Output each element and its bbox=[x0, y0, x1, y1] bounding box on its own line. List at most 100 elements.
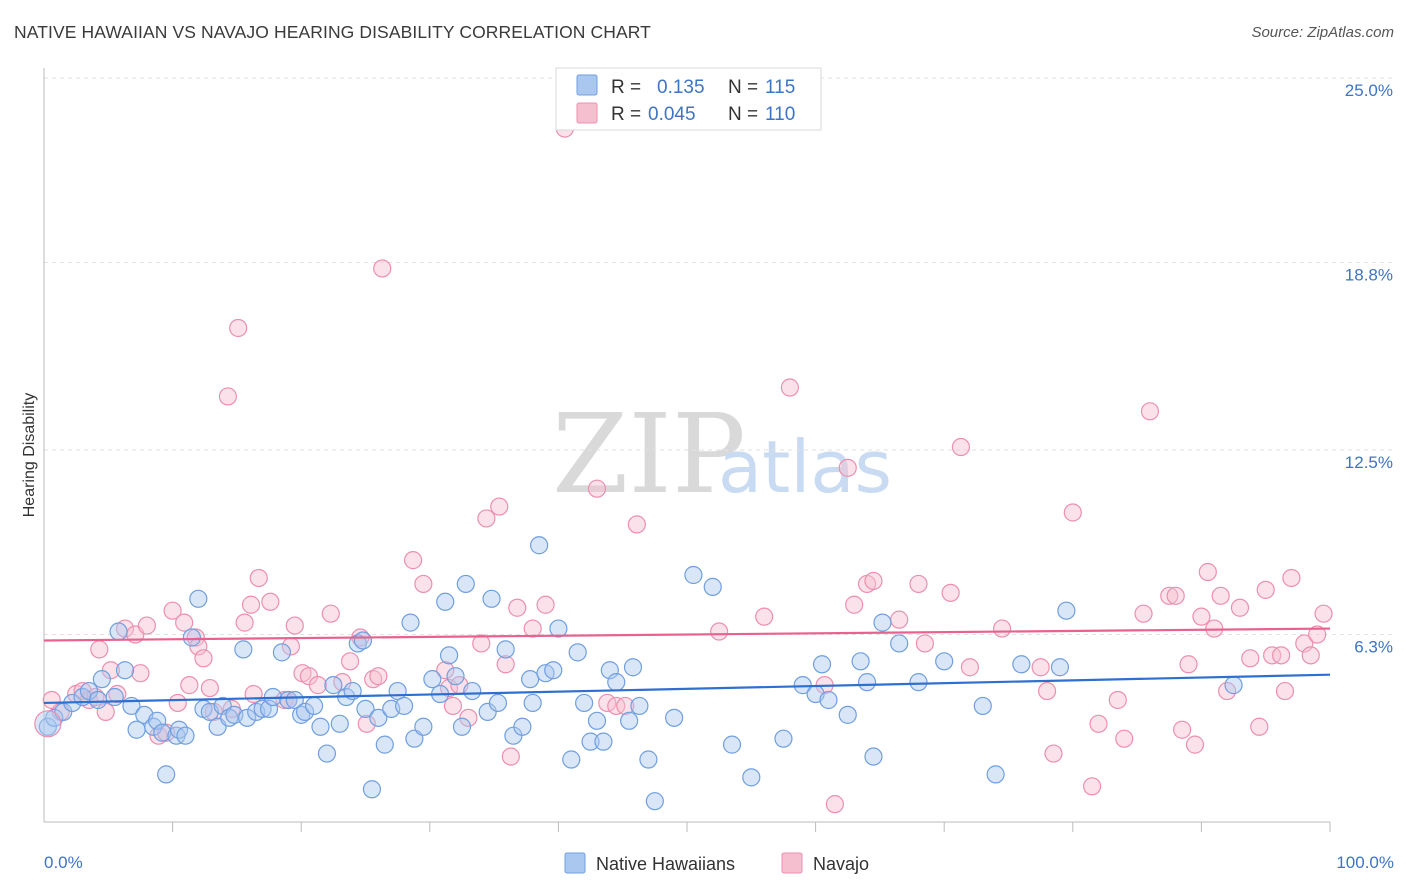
native-hawaiians-point bbox=[109, 622, 128, 641]
native-hawaiians-point bbox=[92, 670, 111, 689]
navajo-point bbox=[845, 595, 864, 614]
native-hawaiians-point bbox=[568, 643, 587, 662]
navajo-point bbox=[443, 696, 463, 716]
navajo-point bbox=[1185, 735, 1205, 754]
navajo-point bbox=[163, 601, 182, 620]
navajo-point bbox=[1230, 598, 1250, 617]
navajo-point bbox=[189, 637, 208, 656]
native-hawaiians-point bbox=[742, 768, 761, 787]
x-tick-label-min: 0.0% bbox=[44, 853, 83, 872]
navajo-point bbox=[168, 693, 187, 713]
native-hawaiians-point bbox=[838, 705, 857, 724]
legend-n-value-1: 115 bbox=[765, 77, 795, 98]
series-legend-swatch-pink bbox=[781, 852, 803, 874]
navajo-point bbox=[627, 515, 646, 534]
native-hawaiians-point bbox=[521, 670, 540, 689]
navajo-point bbox=[523, 619, 542, 638]
navajo-point bbox=[137, 616, 156, 635]
navajo-point bbox=[275, 690, 294, 710]
native-hawaiians-point bbox=[324, 676, 343, 695]
navajo-point bbox=[755, 607, 774, 626]
navajo-point bbox=[364, 670, 383, 689]
navajo-point bbox=[373, 259, 392, 278]
native-hawaiians-point bbox=[607, 673, 626, 692]
x-ticks bbox=[172, 822, 1331, 832]
native-hawaiians-point bbox=[330, 714, 349, 733]
navajo-point bbox=[951, 437, 971, 457]
native-hawaiians-point bbox=[488, 693, 508, 713]
native-hawaiians-point bbox=[115, 661, 135, 680]
series-legend: Native Hawaiians Navajo bbox=[564, 852, 869, 874]
legend-r-value-2: 0.045 bbox=[648, 104, 696, 125]
navajo-point bbox=[321, 604, 340, 623]
navajo-point bbox=[1173, 720, 1192, 739]
native-hawaiians-point bbox=[45, 708, 64, 727]
native-hawaiians-points bbox=[34, 536, 1243, 811]
navajo-point bbox=[1115, 729, 1134, 748]
legend-r-label-1: R = bbox=[611, 77, 641, 98]
navajo-point bbox=[496, 655, 515, 674]
native-hawaiians-point bbox=[423, 670, 442, 689]
navajo-point bbox=[244, 684, 263, 704]
navajo-point bbox=[780, 378, 799, 397]
native-hawaiians-point bbox=[513, 717, 532, 736]
stats-legend-box bbox=[555, 67, 822, 131]
navajo-point bbox=[340, 652, 360, 671]
grid bbox=[44, 77, 1392, 636]
y-tick-labels: 6.3% 12.5% 18.8% 25.0% bbox=[1345, 81, 1393, 657]
navajo-point bbox=[175, 613, 194, 632]
navajo-point bbox=[369, 667, 388, 686]
native-hawaiians-point bbox=[623, 658, 643, 677]
navajo-point bbox=[90, 640, 109, 659]
native-hawaiians-point bbox=[234, 640, 253, 659]
native-hawaiians-point bbox=[414, 717, 433, 736]
navajo-point bbox=[285, 616, 304, 635]
native-hawaiians-point bbox=[530, 536, 549, 555]
navajo-point bbox=[1179, 655, 1198, 674]
native-hawaiians-point bbox=[549, 619, 568, 638]
native-hawaiians-point bbox=[544, 661, 563, 680]
navajo-point bbox=[308, 676, 328, 695]
y-tick-label: 18.8% bbox=[1345, 266, 1393, 285]
navajo-point bbox=[1192, 607, 1211, 626]
native-hawaiians-point bbox=[38, 717, 57, 736]
native-hawaiians-point bbox=[478, 702, 497, 721]
navajo-point bbox=[261, 592, 280, 611]
trend-lines bbox=[43, 627, 1331, 705]
navajo-trend-line bbox=[43, 627, 1331, 642]
series-legend-label-2: Navajo bbox=[813, 854, 869, 874]
origin-cluster-point bbox=[34, 710, 62, 738]
native-hawaiians-point bbox=[496, 640, 515, 659]
native-hawaiians-point bbox=[774, 729, 793, 748]
native-hawaiians-point bbox=[986, 765, 1005, 784]
native-hawaiians-point bbox=[645, 792, 664, 811]
native-hawaiians-point bbox=[353, 631, 373, 650]
native-hawaiians-point bbox=[456, 574, 475, 594]
native-hawaiians-point bbox=[873, 613, 892, 632]
native-hawaiians-point bbox=[148, 711, 167, 730]
native-hawaiians-point bbox=[973, 696, 992, 716]
native-hawaiians-point bbox=[1224, 676, 1243, 695]
native-hawaiians-point bbox=[238, 708, 257, 727]
legend-n-label-1: N = bbox=[728, 77, 758, 98]
navajo-point bbox=[1275, 681, 1295, 701]
navajo-point bbox=[490, 497, 509, 516]
navajo-point bbox=[1198, 562, 1217, 582]
navajo-point bbox=[1134, 604, 1153, 623]
navajo-point bbox=[501, 747, 520, 766]
navajo-point bbox=[218, 387, 237, 406]
y-tick-label: 25.0% bbox=[1345, 81, 1393, 100]
native-hawaiians-point bbox=[311, 717, 330, 736]
navajo-point bbox=[508, 598, 527, 617]
native-hawaiians-trend-line bbox=[43, 673, 1331, 705]
legend-swatch-pink bbox=[576, 102, 598, 124]
native-hawaiians-point bbox=[176, 726, 195, 745]
series-legend-label-1: Native Hawaiians bbox=[596, 854, 735, 874]
native-hawaiians-point bbox=[394, 696, 414, 716]
native-hawaiians-point bbox=[722, 735, 742, 754]
navajo-point bbox=[1082, 777, 1102, 796]
navajo-point bbox=[1044, 744, 1063, 763]
native-hawaiians-point bbox=[575, 693, 594, 713]
navajo-point bbox=[1108, 690, 1127, 710]
navajo-point bbox=[180, 676, 199, 695]
